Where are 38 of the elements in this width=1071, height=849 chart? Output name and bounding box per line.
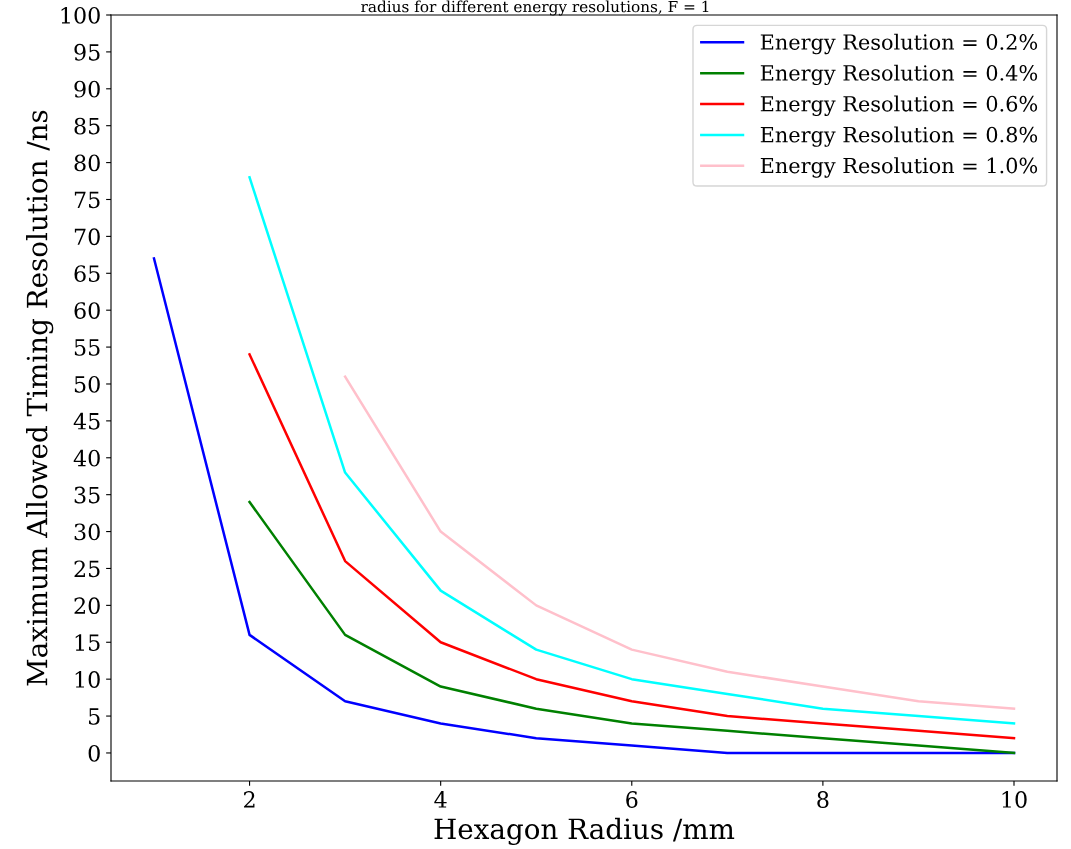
y-tick-label: 90 xyxy=(74,80,100,98)
y-tick-label: 100 xyxy=(61,6,100,24)
y-tick-label: 40 xyxy=(73,449,100,467)
y-tick-label: 10 xyxy=(75,671,100,688)
chart-title: radius for different energy resolutions, F = 1 xyxy=(361,0,709,16)
y-tick-label: 60 xyxy=(74,302,100,319)
y-tick-label: 0 xyxy=(88,744,100,762)
y-tick-label: 70 xyxy=(74,228,100,246)
x-tick-label: 4 xyxy=(434,791,447,808)
line-series xyxy=(248,353,1016,740)
y-tick-label: 75 xyxy=(74,191,100,209)
x-tick-label: 6 xyxy=(626,791,638,808)
x-tick-label: 2 xyxy=(243,791,255,808)
legend-label: Energy Resolution = 1.0% xyxy=(760,157,1038,178)
x-tick-label: 10 xyxy=(1002,791,1027,808)
y-tick-label: 85 xyxy=(74,117,100,135)
y-tick-label: 65 xyxy=(74,265,100,283)
y-tick-label: 50 xyxy=(74,375,100,393)
y-tick-label: 15 xyxy=(75,634,100,652)
y-tick-label: 25 xyxy=(74,560,100,578)
y-tick-label: 35 xyxy=(74,486,100,504)
legend-label: Energy Resolution = 0.4% xyxy=(760,64,1038,86)
y-tick-label: 55 xyxy=(74,339,100,356)
y-tick-label: 80 xyxy=(74,154,100,172)
line-series xyxy=(343,375,1016,710)
x-tick-label: 8 xyxy=(817,791,829,808)
y-tick-label: 30 xyxy=(74,523,100,541)
line-series xyxy=(248,500,1016,755)
legend-label: Energy Resolution = 0.2% xyxy=(760,33,1038,55)
y-axis-title: Maximum Allowed Timing Resolution /ns xyxy=(26,110,54,686)
legend-label: Energy Resolution = 0.8% xyxy=(760,126,1038,147)
x-axis-title: Hexagon Radius /mm xyxy=(434,817,735,846)
y-tick-label: 95 xyxy=(74,43,100,61)
legend-label: Energy Resolution = 0.6% xyxy=(760,95,1038,116)
line-series xyxy=(248,176,1016,725)
y-tick-label: 20 xyxy=(74,597,100,615)
y-tick-label: 5 xyxy=(89,708,100,725)
y-tick-label: 45 xyxy=(73,412,100,430)
